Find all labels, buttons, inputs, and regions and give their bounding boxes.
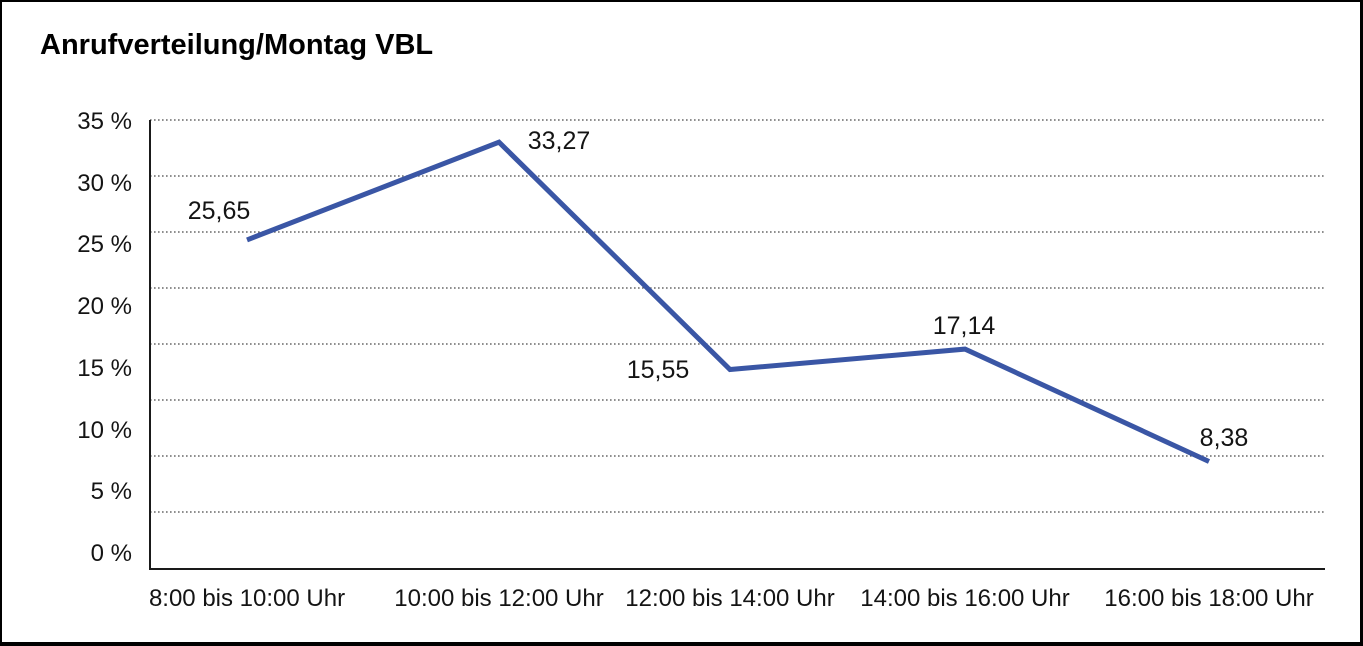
x-axis-category-label: 8:00 bis 10:00 Uhr [148, 585, 346, 612]
y-axis-tick-label: 15 % [77, 354, 132, 382]
y-axis-tick-label: 30 % [77, 169, 132, 197]
data-point-label: 33,27 [527, 127, 591, 156]
data-point-label: 25,65 [187, 196, 251, 225]
chart-title: Anrufverteilung/Montag VBL [40, 29, 434, 61]
y-axis-tick-label: 20 % [77, 293, 132, 321]
x-axis-category-label: 12:00 bis 14:00 Uhr [625, 585, 835, 612]
x-axis-category-label: 14:00 bis 16:00 Uhr [860, 585, 1070, 612]
data-point-label: 17,14 [932, 312, 996, 341]
data-point-label: 15,55 [626, 355, 690, 384]
y-axis-tick-label: 0 % [90, 539, 132, 567]
y-axis-tick-label: 25 % [77, 231, 132, 259]
x-axis-category-label: 16:00 bis 18:00 Uhr [1104, 585, 1314, 612]
data-line [246, 139, 1211, 464]
y-axis-tick-label: 5 % [90, 478, 132, 506]
x-axis-category-label: 10:00 bis 12:00 Uhr [394, 585, 604, 612]
y-axis-tick-label: 35 % [77, 108, 132, 135]
y-axis-tick-label: 10 % [77, 416, 132, 444]
data-point-label: 8,38 [1199, 424, 1249, 453]
